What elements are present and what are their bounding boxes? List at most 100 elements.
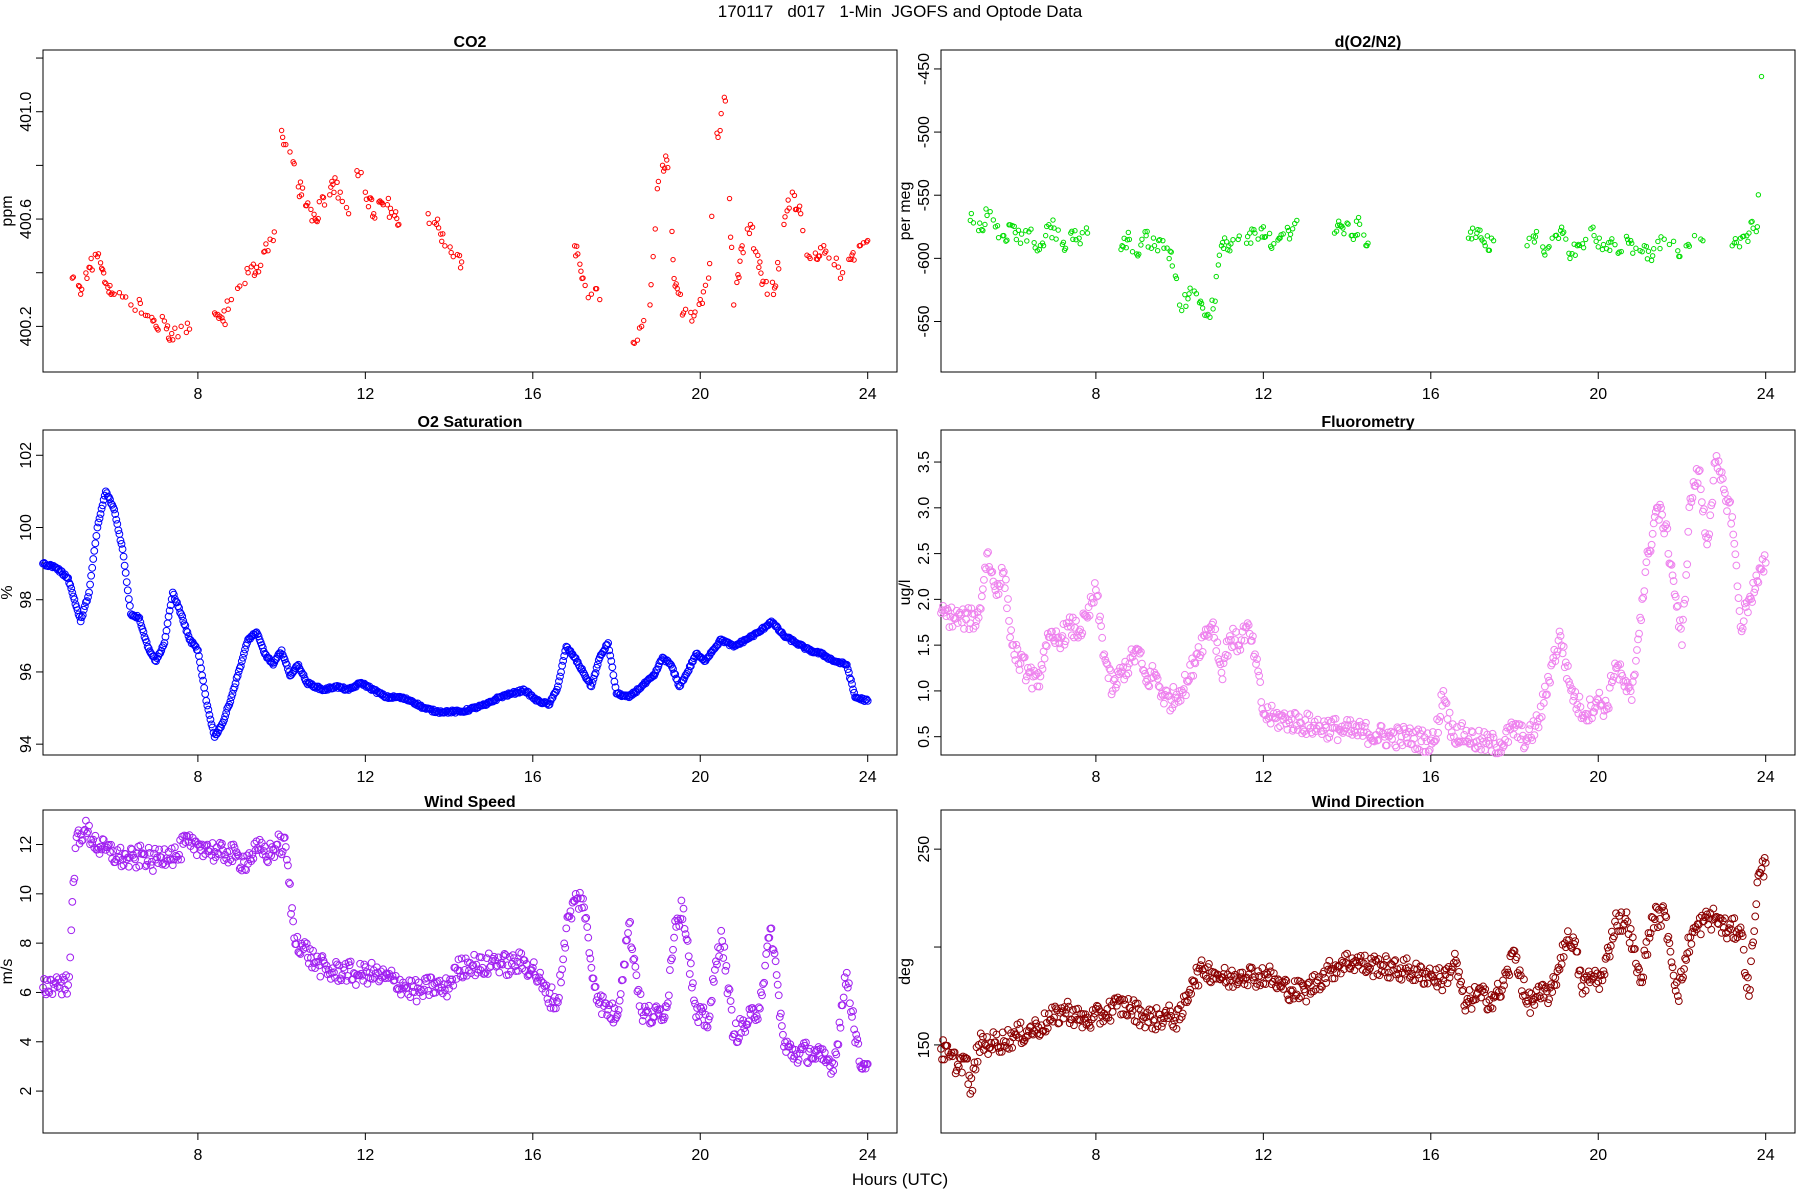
data-point-fill (1592, 979, 1601, 988)
data-point-fill (670, 669, 678, 678)
data-point-fill (771, 285, 778, 291)
data-point-fill (1134, 645, 1143, 654)
data-point-fill (686, 662, 695, 670)
data-point-fill (367, 958, 376, 967)
data-point-fill (457, 265, 464, 271)
data-point-fill (555, 993, 563, 1002)
data-point-fill (288, 904, 296, 912)
data-point-fill (316, 198, 322, 205)
data-point-fill (1196, 961, 1205, 970)
data-point-fill (1459, 986, 1468, 994)
data-point-fill (775, 1013, 784, 1021)
y-tick-label: 100 (18, 514, 35, 541)
data-point-fill (83, 829, 91, 838)
data-point-fill (1089, 1013, 1098, 1022)
data-point-fill (84, 593, 92, 601)
data-point-fill (1318, 730, 1326, 738)
data-point-fill (183, 628, 192, 637)
data-point-fill (1539, 993, 1548, 1002)
data-point-fill (1667, 560, 1676, 569)
data-point-fill (1741, 603, 1750, 611)
data-point-fill (961, 1053, 969, 1062)
data-point (1426, 970, 1435, 979)
data-point-fill (1315, 985, 1324, 994)
data-point-fill (1072, 228, 1078, 234)
data-point-fill (707, 996, 716, 1005)
data-point-fill (826, 1062, 834, 1071)
data-point-fill (1360, 951, 1369, 960)
data-point-fill (1665, 559, 1674, 568)
data-point-fill (1016, 1018, 1025, 1027)
data-point-fill (978, 585, 987, 594)
data-point-fill (1148, 245, 1155, 251)
data-point-fill (982, 221, 988, 228)
data-point-fill (1262, 969, 1271, 977)
data-point-fill (1048, 224, 1054, 231)
data-point-fill (714, 943, 722, 952)
data-point-fill (173, 598, 181, 607)
data-point (562, 924, 571, 933)
data-point-fill (65, 972, 74, 981)
data-point-fill (721, 94, 728, 101)
data-point-fill (1122, 1010, 1131, 1019)
data-point-fill (1696, 930, 1705, 939)
data-point-fill (283, 141, 289, 148)
data-point-fill (82, 816, 90, 825)
data-point-fill (1169, 263, 1175, 269)
data-point-fill (1591, 703, 1600, 712)
data-point-fill (1683, 560, 1692, 569)
data-point-fill (1547, 980, 1556, 989)
data-point-fill (529, 958, 538, 967)
data-point-fill (1526, 1009, 1535, 1017)
data-point-fill (1172, 1024, 1181, 1033)
data-point-fill (291, 664, 300, 673)
data-point-fill (61, 985, 69, 994)
data-point-fill (1590, 224, 1596, 230)
data-point-fill (138, 310, 145, 316)
data-point-fill (1079, 230, 1085, 236)
data-point-fill (1427, 739, 1436, 748)
y-tick-label: 10 (18, 885, 35, 903)
data-point-fill (993, 580, 1002, 588)
data-point-fill (1345, 221, 1351, 227)
data-point-fill (166, 855, 175, 864)
data-point-fill (687, 983, 696, 992)
data-point-fill (1071, 623, 1079, 632)
chart-title: Fluorometry (1321, 414, 1414, 431)
data-point-fill (1638, 595, 1647, 603)
data-point-fill (384, 202, 391, 208)
data-point-fill (1223, 651, 1232, 660)
data-point-fill (862, 1060, 871, 1069)
data-point (983, 549, 991, 558)
data-point-fill (654, 662, 663, 671)
data-point-fill (721, 966, 730, 975)
data-point-fill (92, 531, 101, 540)
data-point-fill (1344, 220, 1350, 226)
data-point-fill (860, 697, 869, 706)
data-point-fill (1254, 667, 1263, 676)
data-point-fill (1670, 238, 1677, 245)
x-tick-label: 12 (1254, 1147, 1272, 1164)
data-point-fill (163, 326, 170, 332)
data-point-fill (734, 279, 740, 286)
data-point-fill (758, 270, 764, 276)
data-point-fill (1662, 520, 1671, 529)
data-point-fill (727, 234, 734, 240)
data-point-fill (731, 1019, 740, 1028)
data-point-fill (561, 943, 570, 952)
data-point-fill (151, 844, 159, 853)
data-point-fill (1078, 1023, 1087, 1032)
data-point-fill (552, 685, 561, 694)
data-point-fill (1166, 706, 1175, 715)
data-point-fill (1061, 1009, 1070, 1018)
plot-frame (42, 49, 898, 373)
data-point-fill (726, 195, 733, 202)
data-point-fill (1659, 902, 1668, 911)
data-point-fill (66, 953, 75, 962)
data-point-fill (1167, 248, 1173, 254)
data-point-fill (835, 1018, 844, 1027)
data-point-fill (313, 952, 322, 961)
data-point-fill (715, 134, 721, 141)
data-point-fill (1173, 275, 1180, 282)
data-point-fill (1563, 662, 1572, 670)
